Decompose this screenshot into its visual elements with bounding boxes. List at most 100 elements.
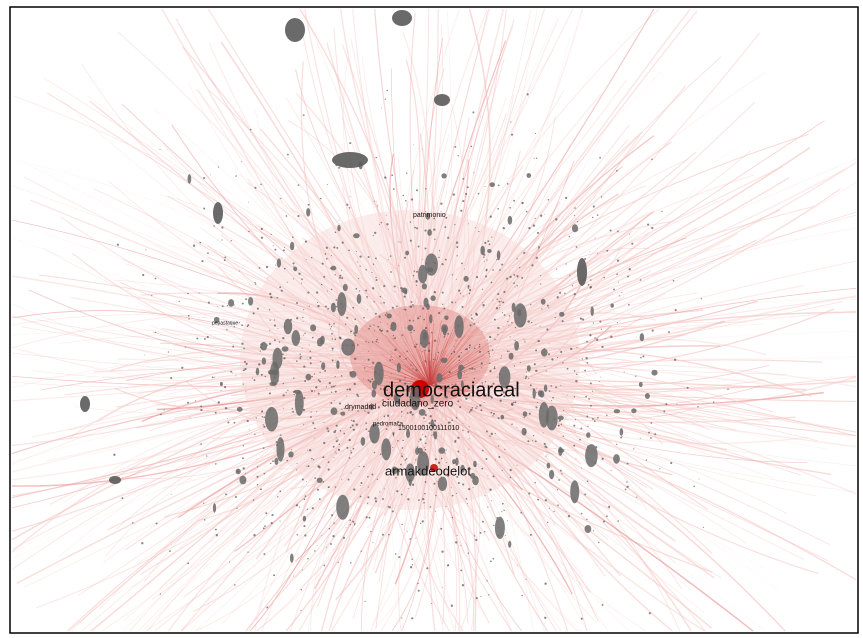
node (428, 426, 431, 429)
node (471, 406, 474, 409)
node (272, 401, 274, 402)
node (446, 462, 448, 464)
node (668, 331, 670, 334)
edge (425, 8, 505, 347)
node (279, 520, 281, 522)
node (424, 481, 427, 483)
core-edge (429, 369, 434, 386)
node (538, 246, 540, 249)
node (392, 335, 395, 337)
node (270, 233, 272, 235)
node (479, 404, 482, 407)
node (548, 343, 550, 345)
core-edge (394, 359, 431, 386)
node (651, 329, 654, 332)
node (462, 423, 464, 425)
node-cluster (557, 415, 564, 421)
node-cluster (406, 386, 411, 393)
node (409, 239, 412, 242)
node (371, 473, 374, 476)
edge (419, 226, 494, 363)
edge (247, 178, 443, 362)
edge (443, 321, 748, 370)
node (650, 437, 652, 439)
node (472, 111, 475, 114)
edge (409, 198, 724, 357)
node-cluster (305, 373, 312, 381)
node (457, 450, 460, 453)
node (593, 420, 596, 422)
edge (103, 367, 395, 564)
node (483, 256, 485, 258)
node-label: democraciareal (383, 379, 520, 401)
node (417, 582, 419, 585)
node (325, 257, 328, 260)
node (313, 373, 316, 375)
node-cluster (425, 212, 431, 220)
edge (441, 141, 672, 375)
edge (217, 292, 385, 352)
node (511, 322, 513, 324)
edge (432, 8, 545, 377)
node (589, 382, 592, 385)
node (189, 416, 191, 418)
edge (185, 359, 437, 463)
node-label: drymadrid (345, 404, 376, 411)
node (401, 453, 403, 455)
node (406, 172, 408, 174)
node (659, 468, 661, 470)
node (590, 279, 592, 281)
edge (438, 398, 796, 424)
node (187, 314, 190, 317)
node (333, 430, 336, 434)
node (601, 603, 604, 606)
node (414, 345, 417, 348)
node (348, 249, 350, 252)
edge (314, 375, 441, 590)
node (486, 259, 488, 261)
node (434, 238, 436, 240)
node (353, 488, 356, 491)
node (613, 288, 615, 291)
node (645, 459, 648, 461)
node (509, 206, 511, 209)
node (432, 358, 435, 361)
node (496, 298, 498, 300)
node (609, 229, 612, 232)
node (542, 432, 544, 434)
node-cluster (248, 297, 254, 306)
node (593, 418, 595, 420)
node (304, 495, 307, 497)
node (443, 335, 446, 338)
edge (409, 266, 527, 368)
node (214, 528, 217, 531)
node (570, 347, 573, 351)
node (281, 353, 284, 356)
edge (123, 348, 388, 621)
node (415, 459, 417, 461)
edge (419, 390, 573, 595)
edge (69, 369, 423, 632)
node-cluster (514, 341, 519, 351)
node (335, 299, 338, 301)
edge (101, 377, 419, 632)
core-edge (397, 354, 431, 386)
node (456, 475, 459, 478)
node (483, 261, 485, 263)
node (575, 458, 577, 460)
node-cluster (426, 303, 430, 311)
node-cluster (532, 388, 536, 399)
node (498, 445, 500, 447)
node (538, 248, 540, 250)
node-cluster (457, 369, 463, 380)
node (395, 477, 397, 479)
node (342, 536, 346, 539)
node (258, 267, 261, 269)
node (243, 360, 247, 363)
node (490, 432, 493, 436)
edge (425, 354, 445, 625)
node (561, 473, 563, 475)
node (599, 320, 602, 323)
node (365, 428, 368, 431)
node (574, 419, 577, 421)
